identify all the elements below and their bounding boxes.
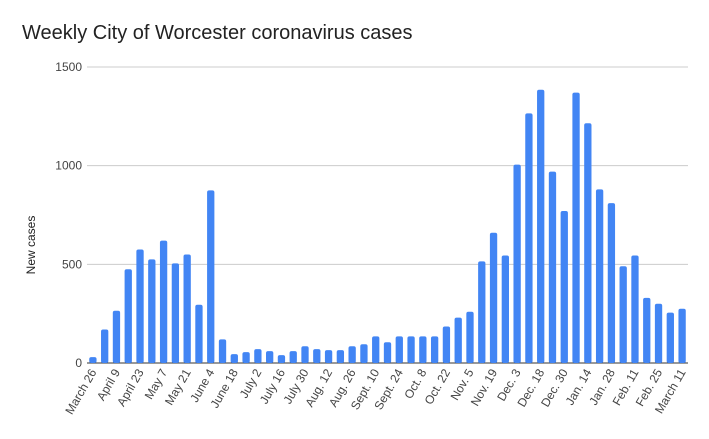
bar xyxy=(595,189,604,363)
bar xyxy=(301,346,309,363)
bar xyxy=(478,261,486,363)
bar xyxy=(124,269,132,363)
bar xyxy=(136,249,144,363)
bar xyxy=(489,232,498,363)
x-tick-label: March 26 xyxy=(62,366,99,417)
y-axis-label: New cases xyxy=(24,216,38,275)
bar xyxy=(324,350,333,363)
bar xyxy=(254,349,262,363)
bar xyxy=(112,310,121,363)
bar xyxy=(666,312,674,363)
bar xyxy=(89,357,97,363)
y-tick-label: 1000 xyxy=(55,159,82,173)
bar xyxy=(171,263,180,363)
bar xyxy=(195,304,203,363)
bar xyxy=(395,336,403,363)
y-tick-label: 1500 xyxy=(55,60,82,74)
bar xyxy=(430,336,439,363)
bar xyxy=(572,92,580,364)
bar xyxy=(643,297,651,363)
bar xyxy=(148,259,156,363)
chart-title: Weekly City of Worcester coronavirus cas… xyxy=(22,22,413,44)
bar xyxy=(348,346,356,363)
bar xyxy=(678,308,686,363)
bar xyxy=(619,266,627,363)
bar xyxy=(537,89,545,364)
bar xyxy=(183,254,191,363)
bar xyxy=(513,164,521,363)
bar xyxy=(242,352,250,363)
bar xyxy=(525,113,533,363)
bar xyxy=(548,171,557,363)
bar xyxy=(101,329,109,363)
bar xyxy=(631,255,639,363)
bar xyxy=(607,203,616,363)
y-tick-label: 0 xyxy=(75,356,82,370)
bar xyxy=(560,211,568,363)
bar xyxy=(360,344,368,363)
bar xyxy=(501,255,509,363)
bar xyxy=(289,351,297,363)
bar xyxy=(313,349,321,363)
bar xyxy=(442,326,451,363)
bar xyxy=(372,336,380,363)
bar xyxy=(218,339,227,363)
y-tick-label: 500 xyxy=(62,257,82,271)
bar xyxy=(407,336,415,363)
bar xyxy=(466,311,474,363)
bar xyxy=(383,342,392,363)
bar xyxy=(266,351,274,363)
bar xyxy=(654,303,663,363)
bar xyxy=(159,240,168,363)
bar xyxy=(584,123,592,364)
bar xyxy=(207,190,215,363)
bar xyxy=(419,336,427,363)
bar xyxy=(454,317,462,363)
bar xyxy=(277,355,286,363)
bar xyxy=(336,350,345,363)
bar xyxy=(230,354,238,363)
